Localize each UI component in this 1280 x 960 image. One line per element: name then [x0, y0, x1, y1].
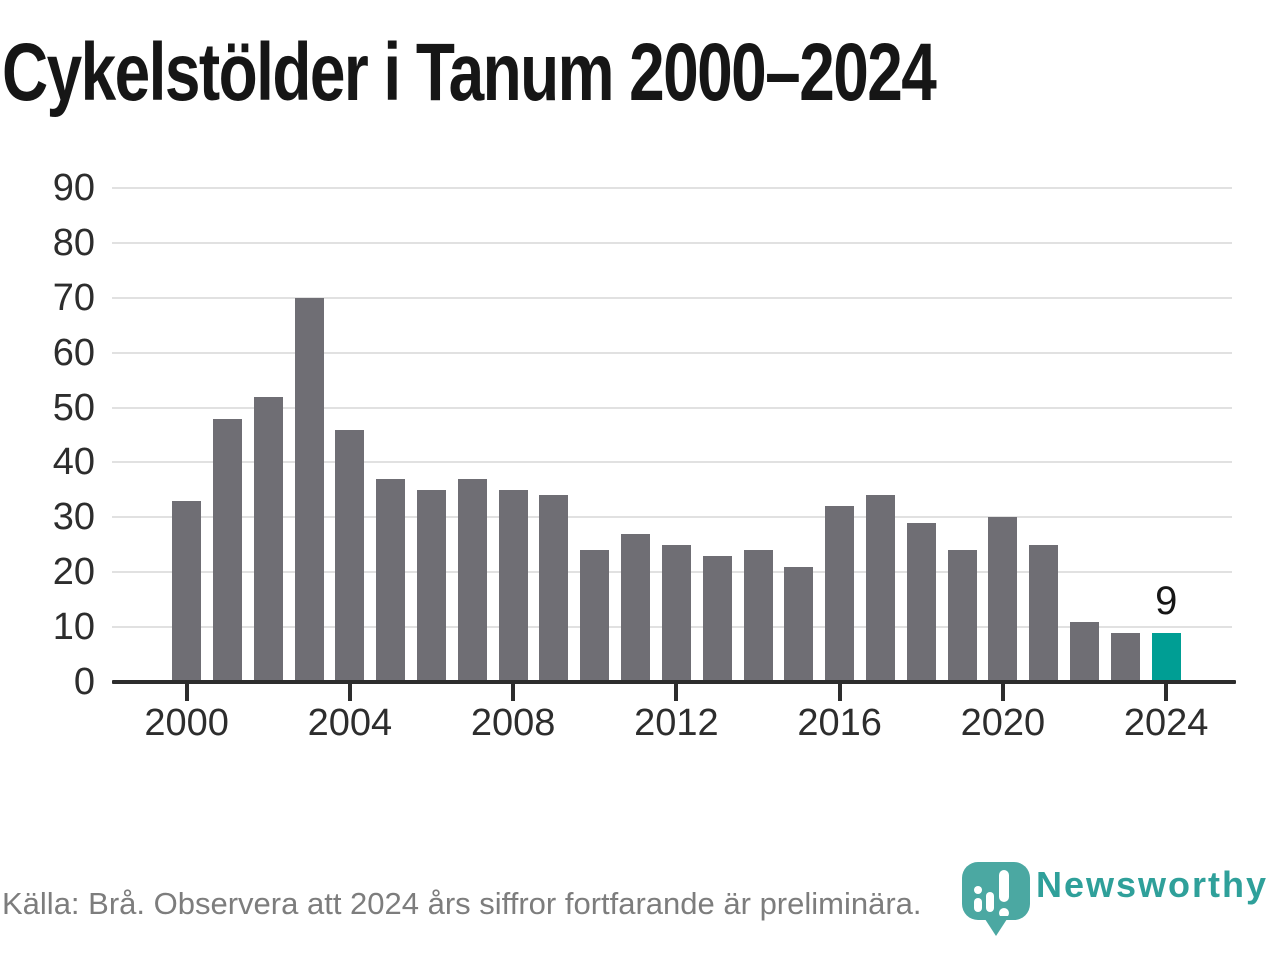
bar-2020 [988, 517, 1018, 682]
gridline-70 [112, 296, 1232, 299]
bar-2024 [1151, 632, 1181, 682]
highlight-value-label: 9 [1155, 578, 1178, 623]
x-tick-label-2012: 2012 [634, 702, 719, 744]
bar-2008 [498, 489, 528, 682]
gridline-90 [112, 187, 1232, 189]
bar-2007 [457, 478, 487, 682]
pin-chart-bar [974, 898, 982, 912]
gridline-50 [112, 406, 1232, 409]
bar-2014 [743, 550, 773, 682]
bar-2000 [172, 500, 202, 682]
y-tick-label-70: 70 [52, 276, 95, 319]
x-tick-label-2016: 2016 [797, 702, 882, 744]
gridline-30 [112, 516, 1232, 519]
chart-title: Cykelstölder i Tanum 2000–2024 [2, 27, 937, 118]
y-tick-label-60: 60 [52, 331, 95, 374]
bar-2015 [784, 566, 814, 682]
bar-2017 [865, 495, 895, 682]
bar-2001 [212, 418, 242, 682]
pin-tail [983, 916, 1009, 936]
bar-2005 [376, 478, 406, 682]
newsworthy-logo: Newsworthy [962, 860, 1272, 940]
source-note: Källa: Brå. Observera att 2024 års siffr… [2, 886, 922, 921]
bar-2010 [580, 550, 610, 682]
newsworthy-wordmark: Newsworthy [1036, 864, 1269, 905]
pin-chart-bar [986, 892, 994, 912]
gridline-80 [112, 241, 1232, 244]
x-tick-2016 [837, 684, 842, 701]
x-tick-label-2008: 2008 [470, 702, 556, 744]
pin-exclamation-dot [999, 908, 1009, 918]
bar-2016 [825, 506, 855, 682]
pin-chart-dot [974, 886, 982, 894]
y-tick-label-50: 50 [52, 386, 95, 429]
y-tick-label-90: 90 [52, 167, 95, 209]
bar-2019 [947, 550, 977, 682]
y-tick-label-80: 80 [52, 221, 95, 264]
x-tick-2004 [347, 684, 352, 701]
bar-2004 [335, 429, 365, 682]
bar-2018 [906, 522, 936, 682]
bar-2023 [1110, 632, 1140, 682]
y-tick-label-10: 10 [52, 606, 95, 649]
x-axis-line [112, 680, 1236, 684]
x-tick-2008 [511, 684, 516, 701]
bar-2002 [253, 396, 283, 682]
x-tick-label-2004: 2004 [307, 702, 393, 744]
gridline-60 [112, 351, 1232, 354]
y-tick-label-30: 30 [52, 496, 95, 539]
x-tick-2024 [1164, 684, 1169, 701]
y-tick-label-20: 20 [52, 551, 95, 594]
bar-2011 [621, 533, 651, 682]
bar-2013 [702, 555, 732, 682]
x-tick-2000 [184, 684, 189, 701]
pin-exclamation-bar [999, 870, 1009, 902]
x-tick-2012 [674, 684, 679, 701]
plot-area [112, 187, 1234, 682]
bar-2021 [1029, 544, 1059, 682]
x-tick-label-2020: 2020 [960, 702, 1046, 744]
gridline-40 [112, 461, 1232, 464]
x-tick-label-2000: 2000 [144, 702, 229, 744]
newsworthy-pin-icon [962, 862, 1030, 920]
x-tick-2020 [1000, 684, 1005, 701]
bar-2022 [1070, 621, 1100, 682]
y-tick-label-0: 0 [73, 661, 95, 703]
bar-2003 [294, 297, 324, 682]
bar-2009 [539, 495, 569, 682]
y-tick-label-40: 40 [52, 441, 95, 484]
x-tick-label-2024: 2024 [1123, 702, 1209, 744]
bar-2006 [417, 489, 446, 682]
bar-2012 [661, 544, 691, 682]
